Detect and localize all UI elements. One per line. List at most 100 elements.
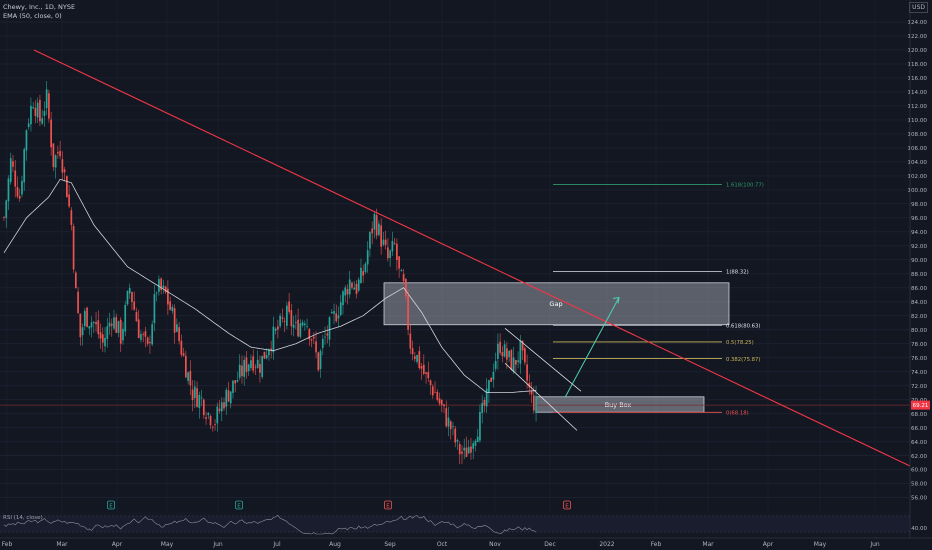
y-tick-label: 56.00 <box>911 496 927 502</box>
candle-body <box>144 331 147 337</box>
candle-body <box>321 338 324 348</box>
candle-body <box>225 389 228 407</box>
candle-body <box>519 340 522 364</box>
earnings-marker <box>563 500 571 510</box>
candle-body <box>164 286 167 293</box>
candle-body <box>387 247 389 259</box>
candle-body <box>241 365 243 377</box>
y-tick-label: 120.00 <box>907 48 927 54</box>
candle-body <box>79 313 82 338</box>
y-axis: 56.0058.0060.0062.0064.0066.0068.0070.00… <box>907 0 930 538</box>
candle-body <box>409 333 412 349</box>
candle-body <box>364 263 367 273</box>
candle-body <box>523 348 526 363</box>
candle-body <box>167 288 169 305</box>
candle-body <box>393 242 396 244</box>
y-tick-label: 90.00 <box>911 258 927 264</box>
currency-label[interactable]: USD <box>909 2 928 13</box>
candle-body <box>299 323 302 337</box>
candle-body <box>422 364 425 374</box>
candle-body <box>61 159 64 173</box>
candle-body <box>77 291 79 313</box>
candle-body <box>158 279 160 292</box>
candle-body <box>263 351 266 359</box>
candle-body <box>59 151 61 157</box>
y-tick-label: 122.00 <box>907 34 927 40</box>
candle-body <box>485 388 488 407</box>
candle-body <box>521 340 524 351</box>
candle-body <box>189 371 192 386</box>
symbol-title[interactable]: Chewy, Inc., 1D, NYSE <box>3 3 76 11</box>
candle-body <box>48 93 50 119</box>
y-tick-label: 66.00 <box>911 426 927 432</box>
rsi-indicator-label[interactable]: RSI (14, close) <box>3 515 43 521</box>
candle-body <box>535 396 537 414</box>
y-tick-label: 84.00 <box>911 300 927 306</box>
candle-body <box>151 324 154 345</box>
candle-body <box>36 102 39 118</box>
candle-body <box>512 357 515 373</box>
candle-body <box>288 301 290 312</box>
candle-body <box>25 130 28 151</box>
candle-body <box>142 334 145 335</box>
y-tick-label: 68.00 <box>911 412 927 418</box>
candle-body <box>261 355 264 377</box>
candle-body <box>211 426 214 428</box>
candle-body <box>342 291 344 306</box>
candle-body <box>297 319 299 337</box>
candle-body <box>483 399 486 406</box>
candle-body <box>330 312 333 314</box>
x-tick-label: Dec <box>544 541 556 548</box>
candle-body <box>200 397 203 399</box>
x-tick-label: Nov <box>489 541 501 548</box>
candle-body <box>449 421 452 430</box>
candle-body <box>492 372 495 380</box>
candle-body <box>310 339 313 341</box>
candle-body <box>162 285 165 288</box>
candle-body <box>153 294 156 324</box>
candle-body <box>88 326 91 329</box>
candle-body <box>187 372 189 381</box>
candle-body <box>389 250 391 258</box>
y-tick-label: 62.00 <box>911 454 927 460</box>
y-tick-label: 64.00 <box>911 440 927 446</box>
y-tick-label: 76.00 <box>911 356 927 362</box>
candle-body <box>398 256 400 269</box>
candle-body <box>21 180 23 195</box>
candle-body <box>54 155 57 168</box>
candle-body <box>135 312 138 322</box>
candle-body <box>45 89 48 109</box>
candle-body <box>243 359 246 377</box>
candle-body <box>402 274 405 282</box>
candle-body <box>205 417 207 419</box>
candle-body <box>438 398 441 404</box>
candle-body <box>515 359 517 365</box>
candle-body <box>346 289 349 295</box>
candles <box>3 80 537 465</box>
candle-body <box>277 326 279 330</box>
candle-body <box>456 440 459 442</box>
rsi-background <box>0 512 910 536</box>
candle-body <box>436 391 439 400</box>
candle-body <box>160 278 162 290</box>
candle-body <box>104 338 106 347</box>
candle-body <box>454 428 457 443</box>
candle-body <box>12 161 14 167</box>
x-tick-label: Oct <box>437 541 448 548</box>
candle-body <box>245 357 248 373</box>
candle-body <box>119 319 122 344</box>
candle-body <box>303 323 306 326</box>
candle-body <box>52 143 55 168</box>
x-tick-label: May <box>161 541 174 548</box>
x-tick-label: Jun <box>869 541 880 548</box>
candle-body <box>375 215 378 236</box>
y-tick-label: 86.00 <box>911 286 927 292</box>
candle-body <box>146 337 149 344</box>
candle-body <box>34 107 37 117</box>
candle-body <box>173 308 176 333</box>
candle-body <box>9 158 12 183</box>
candle-body <box>355 283 358 294</box>
candle-body <box>128 288 131 294</box>
ema-indicator-label[interactable]: EMA (50, close, 0) <box>3 12 62 20</box>
